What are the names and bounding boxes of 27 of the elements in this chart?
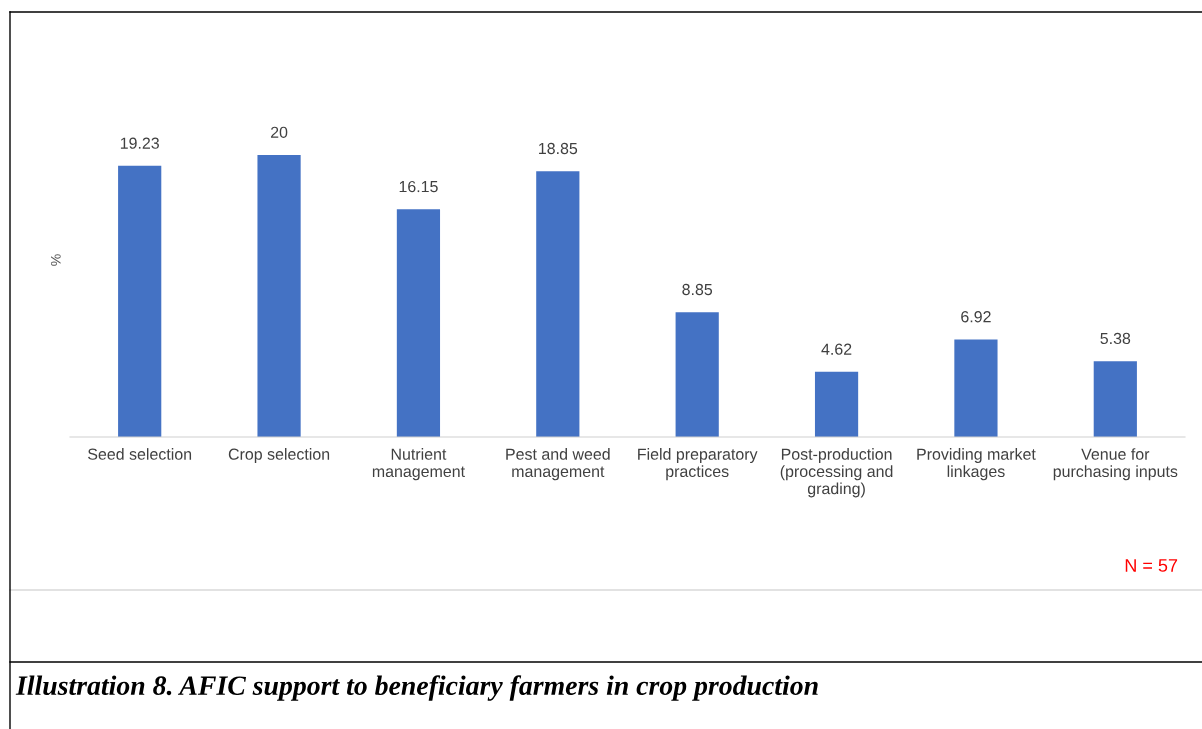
bar xyxy=(257,155,301,437)
text: Illustration 8. AFIC support to beneficiary farmers in crop production xyxy=(15,675,818,701)
x-tick-label: Crop selection xyxy=(228,448,330,463)
bar xyxy=(118,165,162,437)
x-tick-label: Field preparatory practices xyxy=(638,448,758,481)
bar xyxy=(814,371,859,437)
data-label: 5.38 xyxy=(1100,332,1131,345)
x-tick-label: Pest and weed management xyxy=(506,448,610,481)
data-label: 6.92 xyxy=(961,311,991,323)
data-label: 8.85 xyxy=(682,283,713,296)
x-tick-label: Seed selection xyxy=(88,448,192,460)
data-label: 4.62 xyxy=(821,343,852,355)
data-label: 16.15 xyxy=(399,180,438,193)
x-tick-label: Post-production (processing and grading) xyxy=(780,448,893,498)
bar xyxy=(1093,361,1137,437)
bar xyxy=(675,312,719,437)
x-tick-label: Nutrient management xyxy=(372,448,465,481)
x-tick-label: Venue for purchasing inputs xyxy=(1053,448,1178,481)
data-label: 19.23 xyxy=(120,137,159,149)
y-axis-title: % xyxy=(50,254,61,266)
text: N = 57 xyxy=(1125,559,1178,572)
bar xyxy=(536,171,580,437)
data-label: 20 xyxy=(270,126,288,138)
x-tick-label: Providing market linkages xyxy=(917,448,1036,481)
bar xyxy=(954,339,998,437)
bar xyxy=(396,209,441,437)
data-label: 18.85 xyxy=(539,142,578,155)
